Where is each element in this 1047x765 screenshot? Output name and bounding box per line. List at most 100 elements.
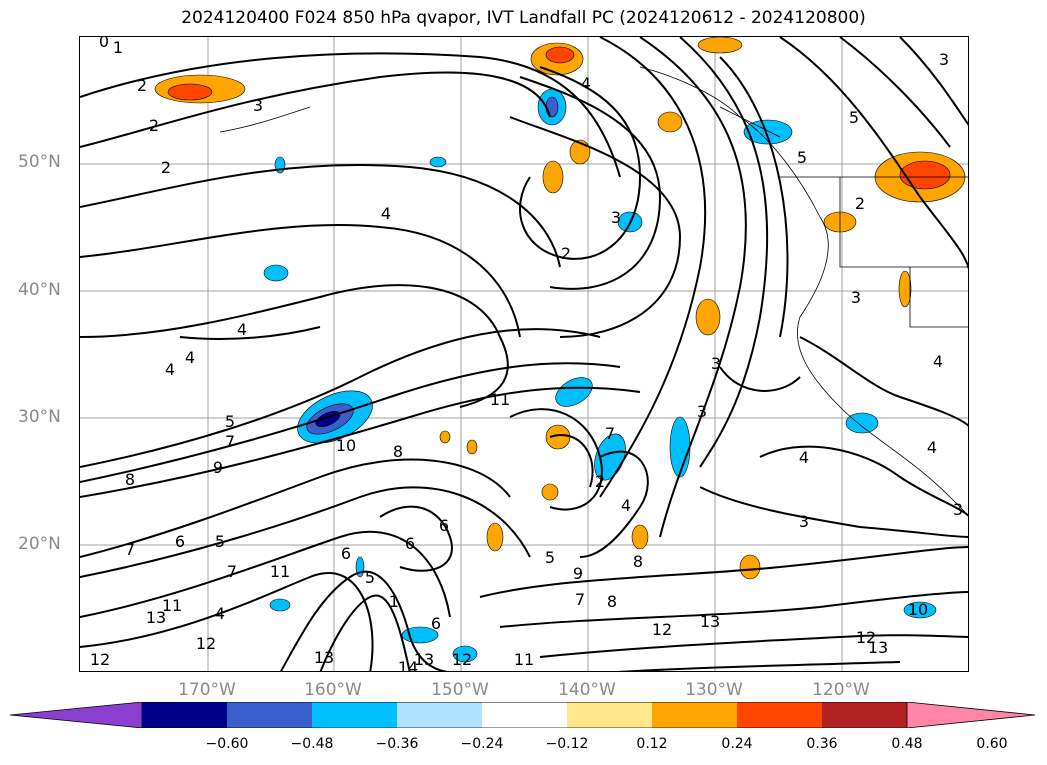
contour-label: 0 [99,37,109,51]
contour-label: 6 [439,516,449,535]
graticule [80,37,968,671]
contour-label: 2 [561,244,571,263]
contour-label: 6 [405,534,415,553]
contour-label: 3 [939,50,949,69]
contour-label: 6 [341,544,351,563]
contour-label: 3 [953,500,963,519]
contour-label: 13 [146,608,166,627]
contour-label: 8 [125,470,135,489]
map-panel: 0 1 2 2 3 2 2 4 4 4 4 2 3 3 5 4 3 5 3 3 … [79,36,969,672]
contour-label: 8 [393,442,403,461]
contour-label: 7 [225,432,235,451]
colorbar-segment [312,702,397,728]
contour-label: 12 [652,620,672,639]
lon-label-140w: 140°W [558,680,616,700]
contour-label: 2 [595,472,605,491]
contour-label: 7 [227,562,237,581]
contour-label: 12 [452,650,472,669]
contour-label: 5 [849,108,859,127]
colorbar-segment [397,702,482,728]
contour-label: 7 [605,424,615,443]
contour-label: 11 [270,562,290,581]
contour-label: 4 [799,448,809,467]
colorbar-tick-label: −0.36 [375,736,419,752]
contour-label: 5 [225,412,235,431]
colorbar-tick-label: 0.60 [976,736,1008,752]
contour-label: 13 [314,648,334,667]
contour-label: 8 [607,592,617,611]
contour-label: 6 [431,614,441,633]
contour-label: 13 [700,612,720,631]
colorbar-segment [482,702,567,728]
contour-label: 10 [908,600,928,619]
contour-label: 3 [851,288,861,307]
colorbar-tick-label: −0.60 [205,736,249,752]
colorbar-segment [737,702,822,728]
contour-label: 12 [856,628,876,647]
contour-label: 2 [149,116,159,135]
lon-label-150w: 150°W [431,680,489,700]
lat-label-30n: 30°N [18,407,61,427]
contour-label: 11 [162,596,182,615]
contour-label: 9 [573,564,583,583]
contour-label: 4 [927,438,937,457]
colorbar-tick-label: −0.12 [545,736,589,752]
lon-label-160w: 160°W [304,680,362,700]
contour-label: 5 [365,568,375,587]
contour-label: 13 [868,638,888,657]
colorbar-tick-label: −0.24 [460,736,504,752]
contour-label: 8 [633,552,643,571]
contour-label: 5 [545,548,555,567]
contour-label: 11 [514,650,534,669]
lat-label-40n: 40°N [18,280,61,300]
colorbar-segment [567,702,652,728]
contour-label: 4 [381,204,391,223]
contour-label: 1 [113,38,123,57]
colorbar-segment [822,702,907,728]
contour-label: 13 [414,650,434,669]
contour-label: 4 [237,320,247,339]
map-canvas: 0 1 2 2 3 2 2 4 4 4 4 2 3 3 5 4 3 5 3 3 … [80,37,968,672]
lon-label-170w: 170°W [178,680,236,700]
colorbar-tick-label: 0.24 [721,736,753,752]
colorbar-extend-high [906,702,1036,728]
contour-label: 14 [398,658,418,672]
contour-label: 12 [196,634,216,653]
contour-label: 12 [90,650,110,669]
contour-label: 7 [575,590,585,609]
lon-label-120w: 120°W [812,680,870,700]
contour-label: 9 [213,458,223,477]
contour-label: 4 [581,74,591,93]
contour-label: 5 [215,532,225,551]
qvapor-anomaly-patches [154,37,966,663]
contour-label: 1 [389,592,399,611]
contour-label: 4 [215,604,225,623]
colorbar [10,702,1036,728]
lon-label-130w: 130°W [685,680,743,700]
contour-label: 4 [621,496,631,515]
contour-label: 10 [336,436,356,455]
lat-label-20n: 20°N [18,534,61,554]
colorbar-segment [227,702,312,728]
coastlines [219,66,968,516]
lat-label-50n: 50°N [18,152,61,172]
contour-label: 4 [165,360,175,379]
map-title: 2024120400 F024 850 hPa qvapor, IVT Land… [181,8,866,28]
colorbar-extend-low [10,702,143,728]
ivt-contours [80,37,968,671]
contour-label: 3 [697,402,707,421]
contour-label: 2 [855,194,865,213]
contour-label: 7 [125,540,135,559]
contour-label: 2 [161,158,171,177]
colorbar-tick-label: 0.12 [636,736,668,752]
contour-label: 2 [137,76,147,95]
contour-label: 3 [611,208,621,227]
contour-label: 11 [490,390,510,409]
colorbar-tick-label: −0.48 [290,736,334,752]
contour-label: 6 [175,532,185,551]
colorbar-tick-label: 0.48 [891,736,923,752]
colorbar-segment [142,702,227,728]
colorbar-segment [652,702,737,728]
contour-label: 3 [711,354,721,373]
contour-label-group: 0 1 2 2 3 2 2 4 4 4 4 2 3 3 5 4 3 5 3 3 … [90,37,963,672]
